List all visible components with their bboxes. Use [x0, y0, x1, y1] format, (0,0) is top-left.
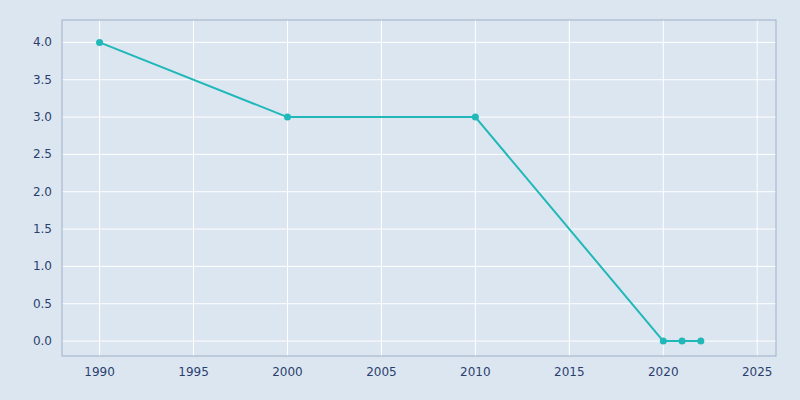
y-tick-label: 0.5: [33, 297, 52, 311]
y-tick-label: 2.0: [33, 185, 52, 199]
y-tick-label: 1.0: [33, 259, 52, 273]
grid-line-x: [475, 20, 476, 356]
grid-line-y: [62, 42, 776, 43]
grid-line-x: [287, 20, 288, 356]
x-tick-label: 2025: [742, 365, 773, 379]
plot-background: [62, 20, 776, 356]
grid: [62, 20, 776, 356]
y-tick-label: 4.0: [33, 35, 52, 49]
grid-line-y: [62, 154, 776, 155]
x-tick-label: 2000: [272, 365, 303, 379]
grid-line-y: [62, 191, 776, 192]
y-tick-label: 1.5: [33, 222, 52, 236]
point: [96, 39, 103, 46]
y-tick-label: 3.5: [33, 73, 52, 87]
axes: 1990 1995 2000 2005 2010 2015 2020 2025 0.0 0.5 1.…: [33, 35, 773, 379]
x-tick-label: 2020: [648, 365, 679, 379]
grid-line-x: [193, 20, 194, 356]
x-tick-label: 1990: [84, 365, 115, 379]
grid-line-x: [569, 20, 570, 356]
y-tick-label: 2.5: [33, 147, 52, 161]
point: [697, 338, 704, 345]
point: [660, 338, 667, 345]
line: [100, 42, 701, 341]
grid-line-y: [62, 229, 776, 230]
chart: 1990 1995 2000 2005 2010 2015 2020 2025 0.0 0.5 1.…: [0, 0, 800, 400]
point: [472, 114, 479, 121]
grid-line-y: [62, 266, 776, 267]
grid-line-x: [757, 20, 758, 356]
point: [679, 338, 686, 345]
grid-line-x: [663, 20, 664, 356]
grid-line-y: [62, 303, 776, 304]
chart-container: 1990 1995 2000 2005 2010 2015 2020 2025 0.0 0.5 1.…: [0, 0, 800, 400]
y-tick-label: 3.0: [33, 110, 52, 124]
y-tick-label: 0.0: [33, 334, 52, 348]
x-tick-label: 1995: [178, 365, 209, 379]
grid-line-y: [62, 79, 776, 80]
plot-frame: [62, 20, 776, 356]
point: [284, 114, 291, 121]
series: [96, 39, 704, 345]
grid-line-x: [99, 20, 100, 356]
x-tick-label: 2015: [554, 365, 585, 379]
grid-line-x: [381, 20, 382, 356]
x-tick-label: 2010: [460, 365, 491, 379]
x-tick-label: 2005: [366, 365, 397, 379]
